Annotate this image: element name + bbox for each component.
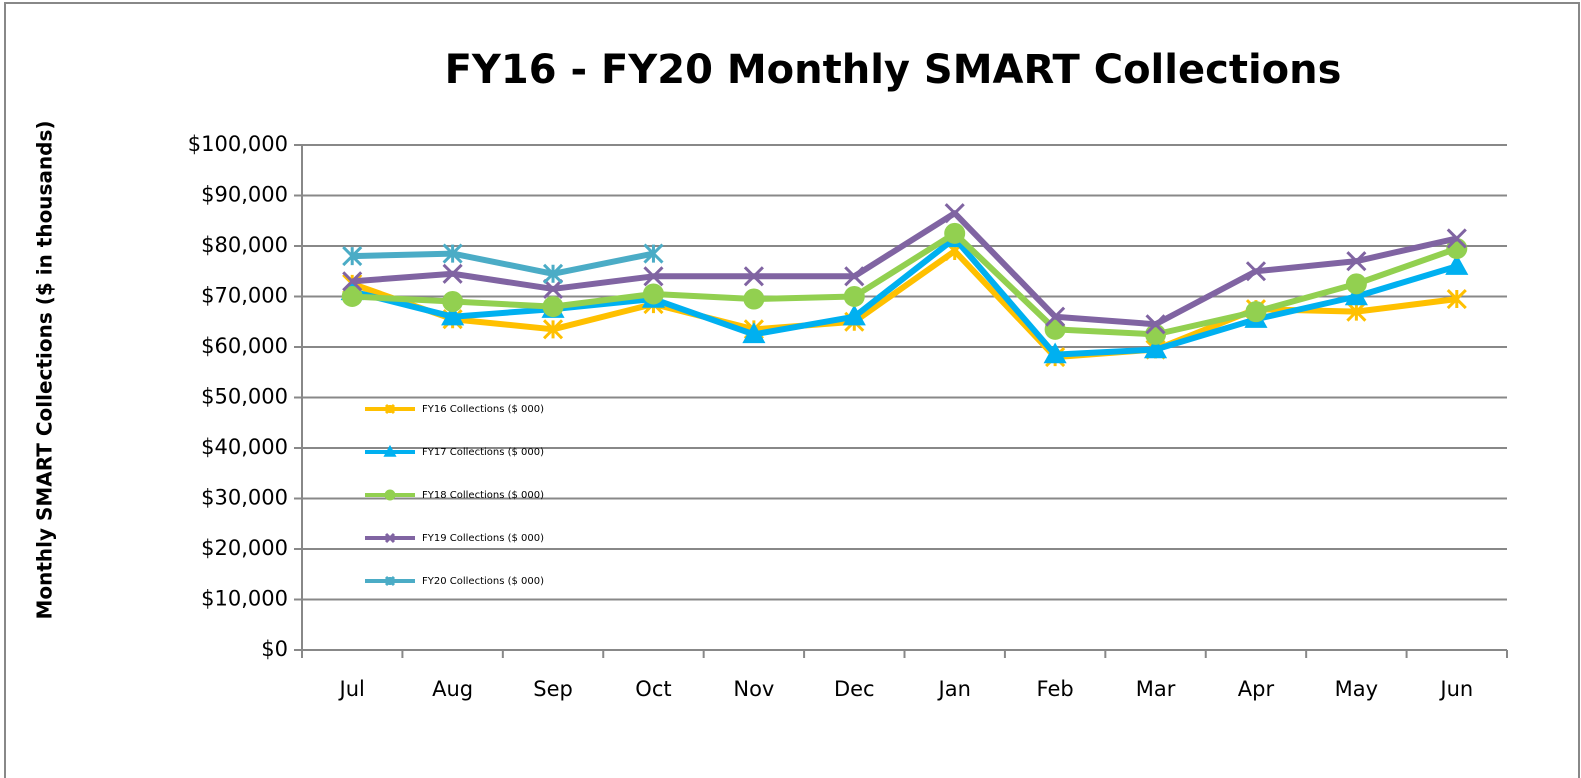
point-marker <box>944 222 966 244</box>
point-marker <box>542 296 564 318</box>
point-marker <box>944 203 965 224</box>
point-marker <box>1245 301 1267 323</box>
x-tick-label: Feb <box>1037 677 1074 701</box>
x-tick-label: Apr <box>1238 677 1275 701</box>
point-marker <box>1445 254 1469 275</box>
x-tick-label: Sep <box>533 677 573 701</box>
x-tick-label: Jul <box>338 677 365 701</box>
y-tick-label: $50,000 <box>201 385 288 409</box>
x-tick-label: Dec <box>834 677 875 701</box>
point-marker <box>341 286 363 307</box>
point-marker <box>542 319 564 340</box>
point-marker <box>542 263 564 284</box>
chart-title: FY16 - FY20 Monthly SMART Collections <box>445 47 1342 93</box>
point-marker <box>1143 337 1168 359</box>
legend-marker <box>384 489 396 501</box>
y-tick-label: $20,000 <box>201 536 288 560</box>
y-tick-label: $10,000 <box>201 587 288 611</box>
x-tick-label: Nov <box>733 677 774 701</box>
x-tick-label: May <box>1335 677 1378 701</box>
x-tick-label: Oct <box>635 677 671 701</box>
legend-label: FY16 Collections ($ 000) <box>422 404 544 415</box>
point-marker <box>1145 323 1167 345</box>
y-tick-label: $0 <box>261 637 288 661</box>
point-marker <box>742 322 766 344</box>
legend-label: FY17 Collections ($ 000) <box>422 447 544 458</box>
point-marker <box>844 266 865 287</box>
point-marker <box>342 271 363 292</box>
point-marker <box>441 304 465 326</box>
y-tick-label: $70,000 <box>201 284 288 308</box>
point-marker <box>843 286 865 307</box>
legend-marker <box>383 444 397 457</box>
point-marker <box>542 278 564 299</box>
series-line <box>351 210 1458 328</box>
legend-marker <box>384 403 396 415</box>
x-tick-label: Jun <box>1438 677 1473 701</box>
point-marker <box>1446 228 1467 249</box>
legend-label: FY20 Collections ($ 000) <box>422 576 544 587</box>
point-marker <box>1145 314 1166 335</box>
y-tick-label: $40,000 <box>201 435 288 459</box>
point-marker <box>743 288 765 310</box>
chart-frame <box>4 2 1580 778</box>
series-line <box>352 230 1458 338</box>
point-marker <box>1346 301 1367 322</box>
point-marker <box>842 304 866 326</box>
series-line <box>352 250 655 277</box>
y-tick-label: $30,000 <box>201 486 288 510</box>
point-marker <box>442 291 464 313</box>
y-tick-label: $80,000 <box>201 233 288 257</box>
legend-label: FY18 Collections ($ 000) <box>422 490 544 501</box>
point-marker <box>1044 318 1066 340</box>
point-marker <box>1344 284 1368 306</box>
x-tick-label: Jan <box>937 677 971 701</box>
legend-label: FY19 Collections ($ 000) <box>422 533 544 544</box>
point-marker <box>442 243 463 264</box>
y-tick-label: $60,000 <box>201 334 288 358</box>
legend-marker <box>384 575 396 587</box>
y-tick-label: $90,000 <box>201 183 288 207</box>
point-marker <box>1446 288 1467 310</box>
point-marker <box>1345 273 1367 295</box>
y-tick-label: $100,000 <box>188 132 288 156</box>
y-axis-label: Monthly SMART Collections ($ in thousand… <box>33 120 57 619</box>
point-marker <box>643 266 664 287</box>
legend-marker <box>384 532 396 544</box>
point-marker <box>642 283 664 305</box>
point-marker <box>342 246 363 267</box>
point-marker <box>1245 261 1267 282</box>
point-marker <box>442 263 463 284</box>
series-line <box>351 235 1458 358</box>
point-marker <box>743 266 764 287</box>
point-marker <box>1043 342 1067 364</box>
x-tick-label: Mar <box>1136 677 1176 701</box>
point-marker <box>1045 306 1066 327</box>
point-marker <box>1346 251 1367 272</box>
x-tick-label: Aug <box>432 677 473 701</box>
point-marker <box>643 243 664 264</box>
